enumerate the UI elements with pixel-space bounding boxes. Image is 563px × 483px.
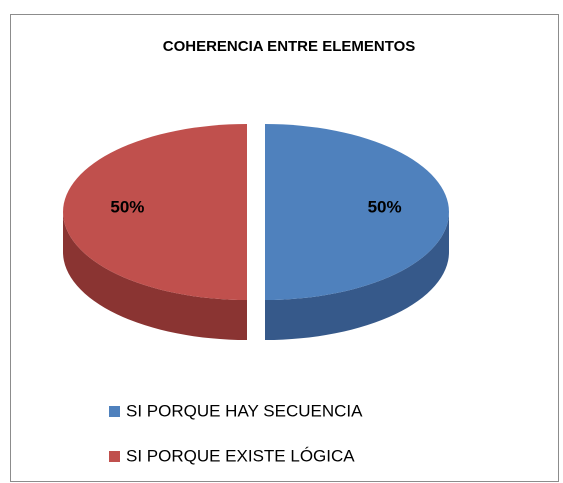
slice [265, 124, 449, 300]
slice [63, 124, 247, 300]
data-label: 50% [110, 197, 144, 216]
data-label: 50% [368, 197, 402, 216]
legend-label: SI PORQUE EXISTE LÓGICA [126, 446, 355, 465]
legend-swatch [109, 451, 120, 462]
chart-title: COHERENCIA ENTRE ELEMENTOS [163, 38, 416, 55]
slice-side [63, 212, 247, 340]
slice-side [265, 212, 449, 340]
legend-swatch [109, 406, 120, 417]
legend-label: SI PORQUE HAY SECUENCIA [126, 401, 363, 420]
